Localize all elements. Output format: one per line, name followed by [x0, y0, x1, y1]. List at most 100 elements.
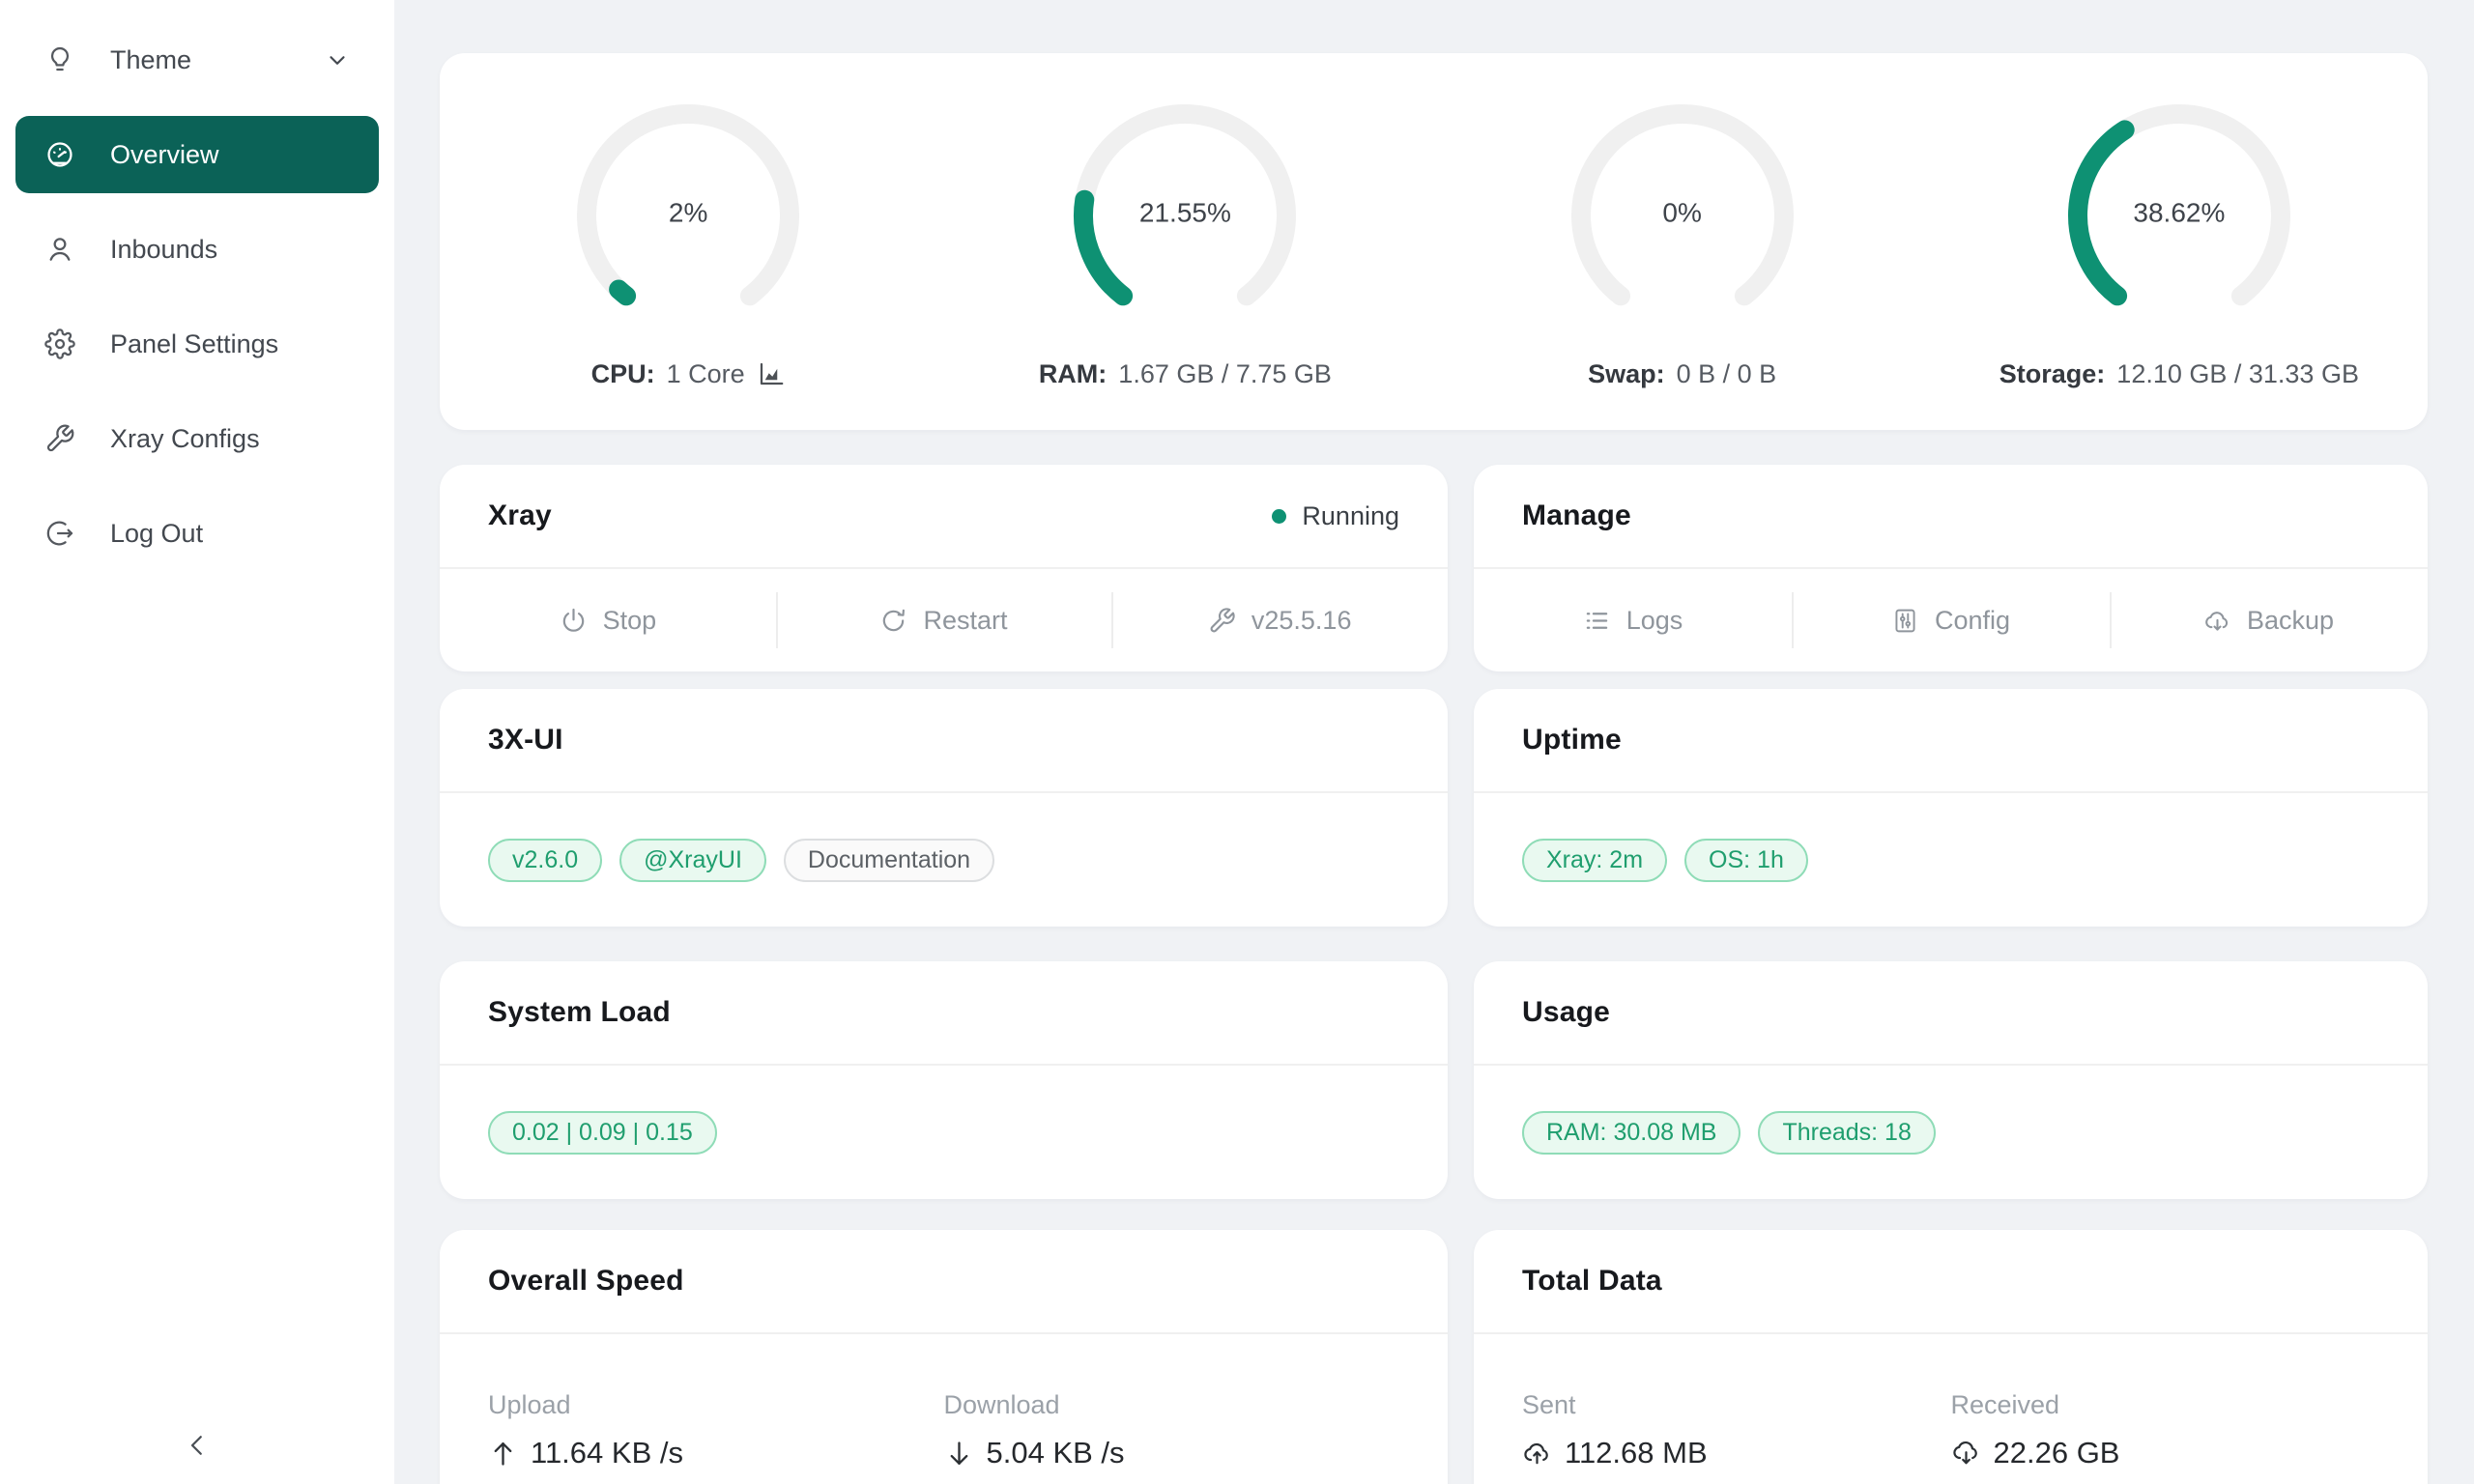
uptime-card-title: Uptime [1522, 724, 1622, 756]
logs-button[interactable]: Logs [1474, 569, 1792, 671]
xray-card-title: Xray [488, 499, 552, 531]
ram-gauge: 21.55% RAM: 1.67 GB / 7.75 GB [936, 95, 1433, 389]
upload-value: 11.64 KB /s [531, 1436, 683, 1470]
sidebar-collapse-button[interactable] [0, 1414, 394, 1476]
download-label: Download [943, 1390, 1060, 1419]
cloud-download-icon [1951, 1439, 1981, 1469]
ram-gauge-percent: 21.55% [1138, 196, 1231, 227]
sent-metric: Sent 112.68 MB [1522, 1390, 1951, 1470]
cpu-gauge-caption: CPU: 1 Core [591, 359, 786, 389]
manage-card: Manage Logs [1474, 465, 2428, 671]
download-metric: Download 5.04 KB /s [944, 1390, 1400, 1470]
stop-button[interactable]: Stop [440, 569, 776, 671]
wrench-icon [1208, 607, 1236, 635]
sidebar-item-inbounds[interactable]: Inbounds [15, 211, 379, 288]
wrench-icon [44, 423, 75, 454]
storage-caption-label: Storage: [1999, 358, 2106, 388]
storage-gauge-percent: 38.62% [2133, 196, 2226, 227]
arrow-down-icon [944, 1439, 974, 1469]
gear-icon [44, 328, 75, 359]
cpu-caption-value: 1 Core [666, 358, 745, 388]
xray-version-button[interactable]: v25.5.16 [1111, 569, 1448, 671]
cpu-gauge-percent: 2% [668, 196, 708, 227]
swap-gauge-caption: Swap: 0 B / 0 B [1588, 359, 1776, 389]
xray-card: Xray Running Stop [440, 465, 1448, 671]
received-metric: Received 22.26 GB [1951, 1390, 2380, 1470]
sidebar-item-xray-configs[interactable]: Xray Configs [15, 400, 379, 477]
total-data-card: Total Data Sent 112.68 MB [1474, 1230, 2428, 1484]
backup-button-label: Backup [2246, 605, 2335, 635]
ram-caption-value: 1.67 GB / 7.75 GB [1118, 358, 1332, 388]
user-icon [44, 234, 75, 265]
sidebar-item-overview[interactable]: Overview [15, 116, 379, 193]
sidebar-item-label: Inbounds [110, 234, 218, 264]
storage-gauge-arc [2067, 103, 2290, 305]
sidebar-item-log-out[interactable]: Log Out [15, 495, 379, 572]
config-button-label: Config [1934, 605, 2011, 635]
overall-speed-card-title: Overall Speed [488, 1265, 684, 1297]
upload-label: Upload [488, 1390, 571, 1419]
ram-usage-tag: RAM: 30.08 MB [1522, 1110, 1741, 1155]
sidebar-item-label: Log Out [110, 518, 204, 548]
arrow-up-icon [488, 1439, 518, 1469]
logout-icon [44, 518, 75, 549]
system-load-card: System Load 0.02 | 0.09 | 0.15 [440, 961, 1448, 1199]
list-icon [1583, 607, 1611, 635]
ram-caption-label: RAM: [1038, 358, 1108, 388]
bulb-icon [44, 44, 75, 75]
total-data-card-title: Total Data [1522, 1265, 1662, 1297]
swap-caption-label: Swap: [1588, 358, 1665, 388]
sidebar-item-label: Overview [110, 139, 219, 169]
load-average-tag: 0.02 | 0.09 | 0.15 [488, 1110, 717, 1155]
sidebar-item-label: Xray Configs [110, 423, 260, 453]
received-value: 22.26 GB [1993, 1436, 2120, 1470]
status-dot-icon [1272, 508, 1287, 524]
reload-icon [879, 607, 907, 635]
system-load-card-title: System Load [488, 996, 671, 1028]
chevron-down-icon [325, 47, 350, 72]
xrayui-tag[interactable]: @XrayUI [619, 838, 766, 882]
sidebar-item-label: Theme [110, 44, 192, 74]
cpu-gauge-arc [577, 103, 800, 305]
storage-gauge-caption: Storage: 12.10 GB / 31.33 GB [1999, 359, 2359, 389]
logs-button-label: Logs [1625, 605, 1683, 635]
dashboard-icon [44, 139, 75, 170]
stop-button-label: Stop [602, 605, 657, 635]
xui-card-title: 3X-UI [488, 724, 563, 756]
xray-status-label: Running [1302, 500, 1399, 530]
cpu-gauge: 2% CPU: 1 Core [440, 95, 936, 389]
usage-card: Usage RAM: 30.08 MB Threads: 18 [1474, 961, 2428, 1199]
overall-speed-card: Overall Speed Upload 11.64 KB /s [440, 1230, 1448, 1484]
config-button[interactable]: Config [1792, 569, 2110, 671]
cloud-upload-icon [1522, 1439, 1552, 1469]
xray-status: Running [1272, 501, 1399, 531]
storage-gauge: 38.62% Storage: 12.10 GB / 31.33 GB [1931, 95, 2428, 389]
sliders-icon [1891, 607, 1919, 635]
swap-gauge: 0% Swap: 0 B / 0 B [1434, 95, 1931, 389]
upload-metric: Upload 11.64 KB /s [488, 1390, 944, 1470]
sidebar-item-panel-settings[interactable]: Panel Settings [15, 305, 379, 383]
documentation-tag[interactable]: Documentation [783, 838, 995, 882]
os-uptime-tag: OS: 1h [1684, 838, 1808, 882]
xray-version-label: v25.5.16 [1251, 605, 1352, 635]
xray-uptime-tag: Xray: 2m [1522, 838, 1668, 882]
storage-caption-value: 12.10 GB / 31.33 GB [2116, 358, 2359, 388]
backup-button[interactable]: Backup [2110, 569, 2428, 671]
ram-gauge-arc [1074, 103, 1297, 305]
cloud-download-icon [2203, 607, 2231, 635]
restart-button-label: Restart [923, 605, 1008, 635]
restart-button[interactable]: Restart [776, 569, 1112, 671]
threads-tag: Threads: 18 [1758, 1110, 1936, 1155]
sidebar: Theme Overview Inbounds [0, 0, 394, 1484]
ram-gauge-caption: RAM: 1.67 GB / 7.75 GB [1039, 359, 1332, 389]
system-stats-card: 2% CPU: 1 Core 21.55% [440, 53, 2428, 430]
received-label: Received [1950, 1390, 2060, 1419]
swap-caption-value: 0 B / 0 B [1676, 358, 1777, 388]
sidebar-item-theme[interactable]: Theme [15, 21, 379, 99]
version-tag[interactable]: v2.6.0 [488, 838, 603, 882]
sent-label: Sent [1522, 1390, 1576, 1419]
area-chart-icon[interactable] [757, 359, 786, 388]
swap-gauge-arc [1570, 103, 1794, 305]
chevron-left-icon [183, 1431, 212, 1460]
uptime-card: Uptime Xray: 2m OS: 1h [1474, 689, 2428, 927]
